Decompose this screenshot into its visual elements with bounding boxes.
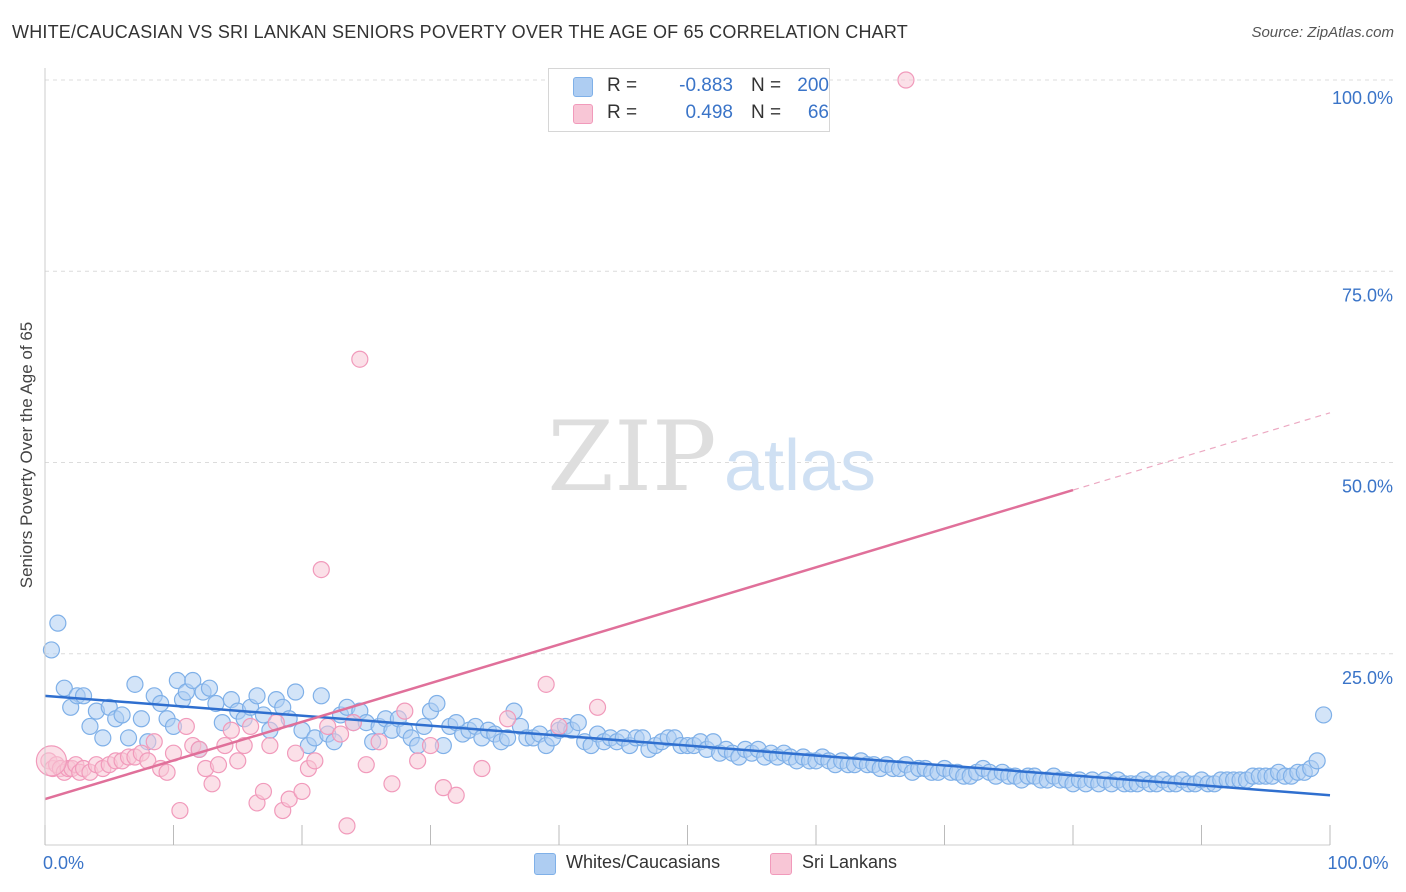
point-whites — [1308, 752, 1326, 770]
point-whites — [254, 706, 273, 724]
point-whites — [132, 710, 150, 728]
point-srilankans — [550, 717, 568, 736]
point-srilankans — [293, 782, 311, 801]
point-srilankans — [158, 763, 176, 781]
trend-line-whites — [44, 694, 1331, 797]
point-whites — [184, 671, 202, 690]
axes: 25.0% 50.0% 75.0% 100.0% 0.0% 100.0% — [43, 68, 1393, 873]
legend-n-value: 200 — [797, 75, 829, 96]
series-swatch-srilankans — [770, 853, 792, 875]
point-srilankans — [447, 786, 465, 804]
stats-legend: R = -0.883 N = 200 R = 0.498 N = 66 — [548, 68, 830, 132]
series-swatch-whites — [534, 853, 556, 875]
point-srilankans — [434, 779, 452, 797]
point-whites — [119, 729, 138, 747]
point-srilankans — [383, 775, 401, 793]
point-srilankans — [421, 736, 440, 755]
source-credit: Source: ZipAtlas.com — [1251, 24, 1394, 41]
legend-r-label: R = — [607, 102, 638, 123]
y-tick-label: 75.0% — [1342, 285, 1393, 305]
point-srilankans — [286, 744, 305, 762]
point-srilankans — [499, 710, 517, 728]
point-whites — [200, 679, 219, 697]
y-tick-label: 25.0% — [1342, 668, 1393, 688]
point-srilankans — [35, 745, 68, 777]
watermark-zip: ZIP — [547, 401, 716, 513]
legend-r-value: 0.498 — [685, 102, 733, 123]
point-whites — [248, 687, 266, 705]
point-srilankans — [171, 801, 189, 820]
point-srilankans — [351, 350, 369, 368]
point-srilankans — [280, 790, 298, 808]
watermark-atlas: atlas — [724, 426, 876, 506]
point-srilankans — [261, 736, 279, 755]
point-whites — [74, 687, 93, 705]
point-srilankans — [177, 717, 195, 736]
point-srilankans — [242, 717, 260, 736]
point-srilankans — [344, 713, 362, 732]
point-whites — [312, 687, 330, 705]
legend-swatch-srilankans — [573, 104, 593, 124]
point-whites — [1314, 706, 1333, 724]
point-srilankans — [588, 698, 607, 716]
point-whites — [126, 675, 144, 693]
series-label-whites: Whites/Caucasians — [566, 852, 721, 872]
point-srilankans — [209, 756, 228, 774]
point-srilankans — [203, 775, 221, 793]
chart-title: WHITE/CAUCASIAN VS SRI LANKAN SENIORS PO… — [12, 22, 908, 42]
point-srilankans — [473, 759, 491, 778]
point-srilankans — [409, 752, 427, 770]
legend-n-value: 66 — [807, 102, 829, 123]
point-srilankans — [338, 817, 356, 835]
point-srilankans — [370, 733, 388, 751]
point-whites — [49, 614, 67, 632]
legend-swatch-whites — [573, 77, 593, 97]
x-tick-label: 0.0% — [43, 853, 84, 873]
watermark: ZIP atlas — [547, 401, 876, 513]
x-tick-label: 100.0% — [1327, 853, 1388, 873]
trend-line-srilankans — [44, 488, 1074, 801]
y-tick-label: 50.0% — [1342, 477, 1393, 497]
point-srilankans — [254, 782, 273, 801]
point-srilankans — [357, 756, 375, 774]
point-srilankans — [312, 560, 330, 579]
point-srilankans — [306, 752, 324, 770]
legend-n-label: N = — [751, 75, 782, 96]
point-whites — [113, 706, 131, 724]
point-srilankans — [145, 733, 163, 751]
point-srilankans — [537, 675, 555, 693]
series-label-srilankans: Sri Lankans — [802, 852, 898, 872]
point-srilankans — [229, 752, 247, 770]
point-whites — [499, 729, 517, 747]
y-tick-label: 100.0% — [1332, 88, 1393, 108]
point-whites — [428, 694, 446, 713]
grid-lines — [45, 79, 1395, 655]
point-srilankans — [897, 71, 915, 89]
point-whites — [286, 683, 305, 701]
point-whites — [81, 717, 99, 736]
legend-r-label: R = — [607, 75, 638, 96]
point-srilankans — [331, 725, 350, 743]
point-srilankans — [222, 721, 240, 739]
point-srilankans — [396, 702, 414, 720]
trend-lines — [44, 412, 1331, 801]
point-whites — [569, 713, 587, 732]
trend-line-srilankans-extension — [1072, 412, 1331, 491]
point-whites — [42, 641, 61, 659]
legend-r-value: -0.883 — [679, 75, 733, 96]
legend-n-label: N = — [751, 102, 782, 123]
point-whites — [94, 729, 112, 747]
